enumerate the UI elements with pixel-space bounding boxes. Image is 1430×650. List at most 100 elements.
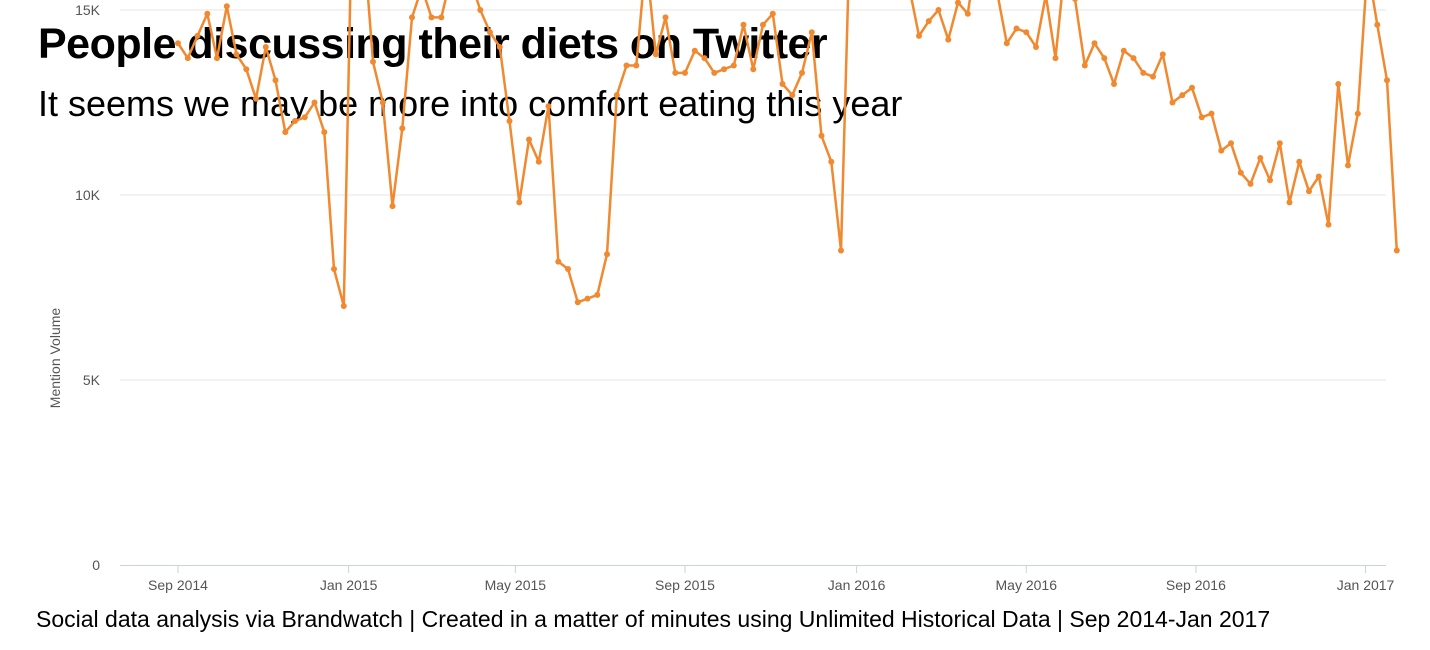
data-point-17 bbox=[340, 303, 347, 309]
data-point-37 bbox=[535, 158, 542, 165]
data-point-54 bbox=[701, 55, 708, 62]
data-point-85 bbox=[1003, 40, 1010, 47]
data-point-112 bbox=[1267, 177, 1273, 184]
data-point-104 bbox=[1189, 84, 1195, 91]
data-point-88 bbox=[1033, 44, 1039, 50]
data-point-56 bbox=[721, 66, 727, 73]
data-point-31 bbox=[477, 7, 484, 13]
data-point-107 bbox=[1218, 147, 1225, 154]
data-point-53 bbox=[691, 47, 698, 54]
data-point-125 bbox=[1393, 247, 1400, 254]
data-point-32 bbox=[487, 29, 493, 36]
data-point-95 bbox=[1101, 55, 1108, 62]
data-point-33 bbox=[496, 44, 503, 50]
data-point-21 bbox=[379, 99, 386, 106]
x-tick-label-6: Sep 2016 bbox=[1166, 577, 1226, 593]
data-point-14 bbox=[311, 99, 318, 106]
data-point-92 bbox=[1072, 0, 1078, 2]
data-point-113 bbox=[1276, 140, 1283, 147]
data-point-61 bbox=[769, 10, 776, 17]
data-point-15 bbox=[321, 129, 328, 136]
data-point-35 bbox=[516, 199, 523, 206]
data-point-105 bbox=[1198, 114, 1205, 121]
source-footer: Social data analysis via Brandwatch | Cr… bbox=[36, 606, 1271, 632]
data-point-36 bbox=[526, 136, 532, 143]
data-point-23 bbox=[399, 125, 406, 132]
data-point-11 bbox=[282, 129, 289, 136]
data-point-86 bbox=[1013, 25, 1020, 32]
data-point-39 bbox=[555, 258, 562, 265]
data-point-7 bbox=[243, 66, 250, 73]
data-point-108 bbox=[1228, 140, 1234, 147]
gridlines bbox=[120, 9, 1386, 381]
data-point-68 bbox=[838, 247, 844, 254]
y-tick-label-0: 0 bbox=[92, 557, 100, 573]
data-point-4 bbox=[214, 55, 220, 62]
series-line bbox=[176, 0, 1399, 308]
data-point-42 bbox=[584, 295, 591, 302]
data-point-47 bbox=[633, 62, 640, 69]
data-point-94 bbox=[1091, 40, 1098, 47]
data-point-67 bbox=[828, 158, 835, 165]
x-tick-label-4: Jan 2016 bbox=[828, 577, 886, 593]
data-point-13 bbox=[301, 114, 308, 121]
data-point-111 bbox=[1257, 155, 1264, 161]
data-point-117 bbox=[1315, 173, 1322, 180]
data-point-102 bbox=[1169, 99, 1176, 106]
data-point-46 bbox=[623, 62, 630, 69]
data-point-52 bbox=[682, 69, 688, 76]
data-point-20 bbox=[370, 58, 376, 65]
data-point-90 bbox=[1052, 55, 1059, 62]
y-tick-label-1: 5K bbox=[83, 372, 101, 388]
data-point-55 bbox=[711, 69, 718, 76]
data-point-114 bbox=[1286, 199, 1293, 206]
data-point-109 bbox=[1237, 169, 1244, 176]
data-point-26 bbox=[428, 14, 435, 21]
data-point-2 bbox=[194, 32, 201, 39]
data-point-9 bbox=[262, 44, 269, 50]
y-tick-label-2: 10K bbox=[75, 187, 101, 203]
data-point-51 bbox=[672, 69, 679, 76]
data-point-123 bbox=[1374, 21, 1381, 28]
x-tick-label-5: May 2016 bbox=[996, 577, 1058, 593]
data-point-119 bbox=[1335, 81, 1342, 87]
data-point-16 bbox=[331, 266, 337, 272]
y-axis-title: Mention Volume bbox=[47, 308, 63, 409]
data-point-63 bbox=[789, 92, 796, 99]
data-point-49 bbox=[652, 51, 659, 58]
data-point-3 bbox=[204, 10, 211, 17]
x-tick-label-0: Sep 2014 bbox=[148, 577, 208, 593]
data-point-76 bbox=[916, 32, 922, 39]
data-point-60 bbox=[760, 21, 766, 28]
data-point-120 bbox=[1345, 162, 1351, 169]
data-point-0 bbox=[175, 40, 181, 47]
data-point-50 bbox=[662, 14, 669, 21]
data-point-8 bbox=[253, 95, 259, 102]
data-point-103 bbox=[1179, 92, 1186, 99]
data-point-64 bbox=[799, 69, 805, 76]
data-point-100 bbox=[1150, 73, 1156, 80]
data-point-101 bbox=[1159, 51, 1166, 58]
x-tick-label-3: Sep 2015 bbox=[655, 577, 715, 593]
data-point-22 bbox=[389, 203, 396, 210]
chart-title: People discussing their diets on Twitter bbox=[38, 20, 828, 68]
data-point-93 bbox=[1081, 62, 1088, 69]
chart-subtitle: It seems we may be more into comfort eat… bbox=[38, 83, 903, 124]
data-point-66 bbox=[818, 132, 825, 139]
data-point-40 bbox=[565, 266, 571, 272]
data-point-1 bbox=[184, 55, 191, 62]
data-point-5 bbox=[223, 3, 230, 10]
data-point-79 bbox=[945, 36, 952, 43]
data-point-118 bbox=[1325, 221, 1332, 228]
data-point-58 bbox=[740, 21, 747, 28]
data-point-27 bbox=[438, 14, 445, 21]
series-mention-volume bbox=[175, 0, 1400, 309]
data-point-24 bbox=[409, 14, 415, 21]
data-point-6 bbox=[233, 51, 240, 58]
data-point-34 bbox=[506, 118, 513, 124]
data-point-121 bbox=[1354, 110, 1361, 117]
data-point-98 bbox=[1130, 55, 1137, 62]
x-tick-label-2: May 2015 bbox=[485, 577, 547, 593]
data-point-38 bbox=[545, 103, 552, 110]
data-point-65 bbox=[808, 29, 815, 36]
